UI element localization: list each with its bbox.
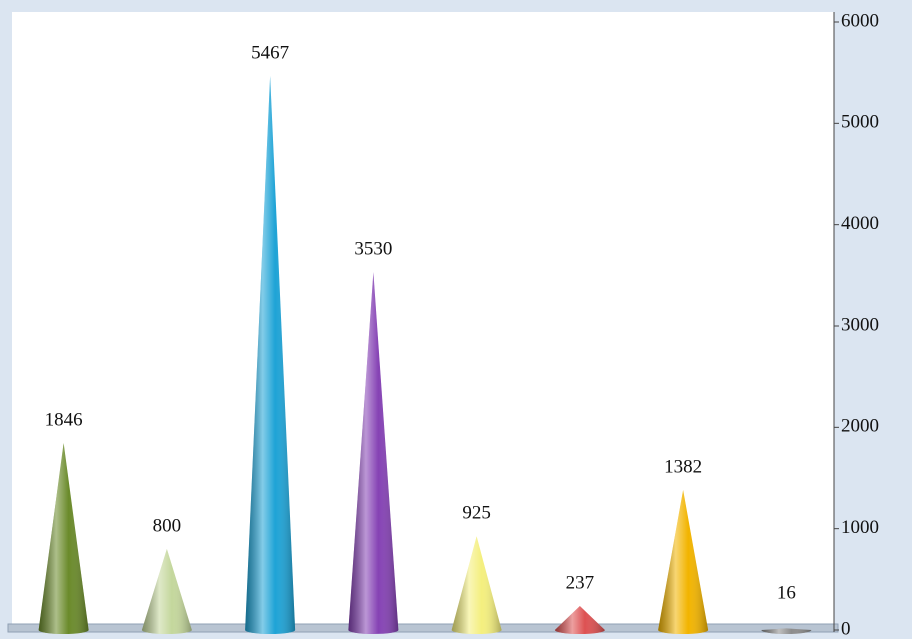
y-tick-label: 0 xyxy=(841,618,851,639)
cone xyxy=(348,272,399,634)
cone-shading xyxy=(141,548,192,634)
data-label: 3530 xyxy=(354,239,392,260)
data-label: 800 xyxy=(153,515,182,536)
y-tick-label: 3000 xyxy=(841,314,879,335)
cone xyxy=(38,442,89,634)
y-tick-label: 4000 xyxy=(841,213,879,234)
cone xyxy=(141,548,192,634)
data-label: 925 xyxy=(462,503,491,524)
cone xyxy=(658,489,709,634)
cone-shading xyxy=(348,272,399,634)
cone-shading xyxy=(554,605,605,634)
data-label: 16 xyxy=(777,582,796,603)
plot-area xyxy=(12,12,834,632)
data-label: 1382 xyxy=(664,456,702,477)
cone xyxy=(761,628,812,634)
y-tick-label: 5000 xyxy=(841,112,879,133)
data-label: 1846 xyxy=(45,409,83,430)
y-tick-label: 1000 xyxy=(841,517,879,538)
floor xyxy=(7,623,839,633)
cone-shading xyxy=(451,536,502,634)
y-tick-label: 2000 xyxy=(841,416,879,437)
cone-shading xyxy=(245,76,296,634)
cone-shading xyxy=(38,442,89,634)
cone-shading xyxy=(658,489,709,634)
cone xyxy=(451,536,502,634)
cone-shading xyxy=(761,628,812,634)
data-label: 5467 xyxy=(251,42,289,63)
cone xyxy=(245,76,296,634)
cone xyxy=(554,605,605,634)
data-label: 237 xyxy=(566,572,595,593)
y-tick-label: 6000 xyxy=(841,10,879,31)
